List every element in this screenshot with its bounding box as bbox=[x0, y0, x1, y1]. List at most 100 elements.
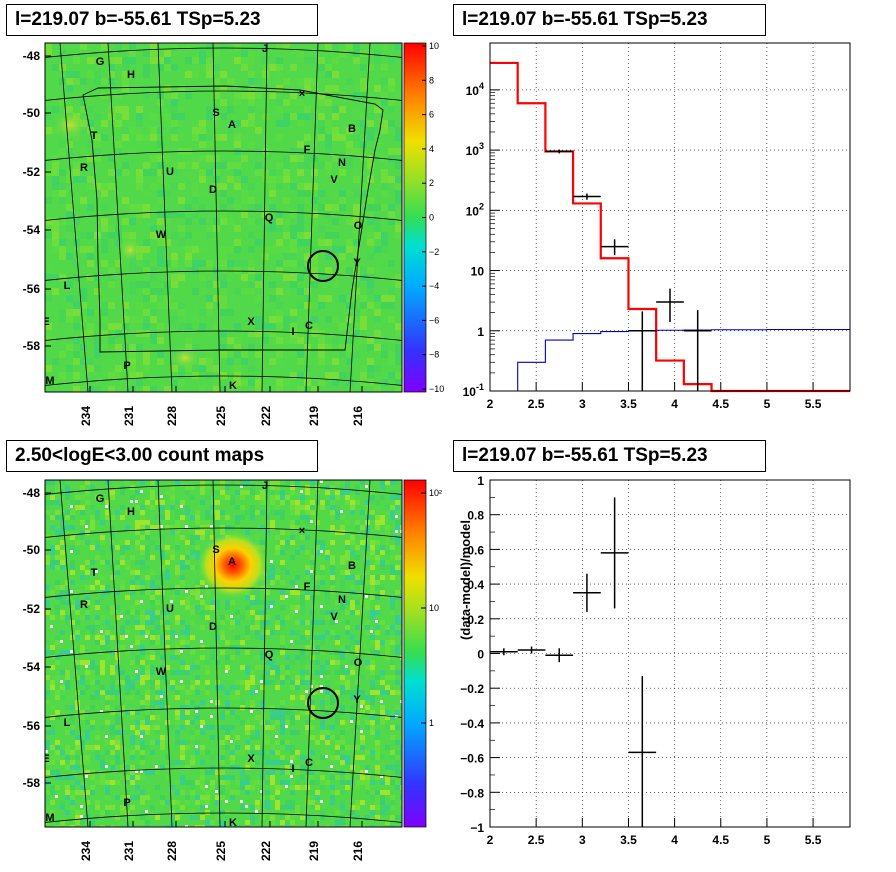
source-label-K: K bbox=[229, 380, 237, 392]
model-source-histogram bbox=[490, 328, 850, 392]
source-label-D: D bbox=[209, 184, 217, 196]
x-tick-label: 222 bbox=[259, 406, 273, 426]
x-tick-label: 222 bbox=[259, 841, 273, 861]
y-tick-label: -56 bbox=[23, 719, 41, 733]
colorbar bbox=[403, 479, 427, 828]
source-label-B: B bbox=[348, 123, 356, 135]
grid-latitude bbox=[45, 812, 402, 823]
grid-longitude bbox=[212, 480, 221, 827]
colorbar-tick-label: 6 bbox=[429, 110, 434, 120]
y-tick-label: -58 bbox=[23, 339, 41, 353]
grid-latitude bbox=[45, 484, 402, 495]
x-tick-label: 4.5 bbox=[712, 833, 729, 847]
grid-latitude bbox=[45, 150, 402, 161]
grid-latitude bbox=[45, 707, 402, 718]
source-label-C: C bbox=[305, 320, 313, 332]
grid-longitude bbox=[261, 480, 268, 827]
y-tick-label: -54 bbox=[23, 223, 41, 237]
y-tick-label: -52 bbox=[23, 602, 41, 616]
data-point bbox=[600, 239, 629, 256]
y-tick-label: 0.4 bbox=[467, 578, 484, 592]
source-label-Y: Y bbox=[353, 257, 361, 269]
source-label-T: T bbox=[91, 130, 98, 142]
colorbar-tick-label: 0 bbox=[429, 213, 434, 223]
source-label-R: R bbox=[80, 162, 88, 174]
grid-latitude bbox=[45, 375, 402, 386]
grid-longitude bbox=[107, 43, 129, 392]
data-point bbox=[656, 288, 684, 322]
warm-patch bbox=[52, 109, 88, 141]
y-tick-label: -52 bbox=[23, 165, 41, 179]
roi-outline bbox=[82, 85, 384, 353]
target-marker-circle bbox=[307, 250, 339, 282]
y-tick-label: 1 bbox=[477, 325, 484, 339]
source-label-U: U bbox=[166, 603, 174, 615]
colorbar-tick-label: 1 bbox=[429, 718, 434, 728]
grid-longitude bbox=[107, 480, 129, 827]
y-tick-label: -56 bbox=[23, 282, 41, 296]
source-label-C: C bbox=[305, 757, 313, 769]
x-tick-label: 5 bbox=[764, 833, 771, 847]
y-tick-label: -48 bbox=[23, 486, 41, 500]
y-tick-label: 0 bbox=[477, 648, 484, 662]
source-label-B: B bbox=[348, 560, 356, 572]
title-residual-ratio: l=219.07 b=-55.61 TSp=5.23 bbox=[453, 440, 766, 472]
x-tick-label: 3.5 bbox=[620, 833, 637, 847]
x-tick-label: 2.5 bbox=[528, 397, 545, 411]
y-tick-label: -58 bbox=[23, 776, 41, 790]
x-tick-label: 228 bbox=[165, 841, 179, 861]
y-axis-label: (data-model)/model bbox=[458, 520, 473, 640]
x-tick-label: 5.5 bbox=[805, 833, 822, 847]
x-tick-label: 228 bbox=[165, 406, 179, 426]
grid-latitude bbox=[45, 647, 402, 658]
grid-longitude bbox=[157, 43, 173, 392]
map-image: × G H J SA B T F N R U V D Q O W Y L X CI E P M K bbox=[45, 480, 402, 827]
source-label-U: U bbox=[166, 166, 174, 178]
source-label-E: E bbox=[42, 316, 49, 328]
data-point bbox=[600, 497, 629, 609]
cross-marker: × bbox=[299, 525, 305, 537]
x-tick-label: 216 bbox=[351, 406, 365, 426]
y-tick-label: −0.8 bbox=[460, 786, 484, 800]
source-label-F: F bbox=[304, 144, 311, 156]
source-label-Q: Q bbox=[265, 212, 274, 224]
colorbar-tick-label: 8 bbox=[429, 75, 434, 85]
y-tick-label: 102 bbox=[466, 201, 484, 218]
x-tick-label: 3 bbox=[579, 397, 586, 411]
grid-longitude bbox=[305, 43, 319, 392]
source-label-N: N bbox=[338, 157, 346, 169]
title-counts-spectrum: l=219.07 b=-55.61 TSp=5.23 bbox=[453, 4, 766, 36]
grid-longitude bbox=[349, 480, 371, 827]
title-residual-map: l=219.07 b=-55.61 TSp=5.23 bbox=[6, 4, 318, 36]
data-point bbox=[573, 193, 601, 200]
source-label-T: T bbox=[91, 567, 98, 579]
source-label-V: V bbox=[330, 611, 338, 623]
colorbar-tick-label: 10 bbox=[429, 603, 439, 613]
colorbar-tick-label: 2 bbox=[429, 178, 434, 188]
source-label-V: V bbox=[330, 174, 338, 186]
x-tick-label: 4 bbox=[671, 833, 678, 847]
y-tick-label: −0.2 bbox=[460, 682, 484, 696]
source-label-N: N bbox=[338, 594, 346, 606]
colorbar-tick-label: −2 bbox=[429, 247, 439, 257]
x-tick-label: 231 bbox=[122, 841, 136, 861]
grid-latitude bbox=[45, 587, 402, 598]
x-tick-label: 225 bbox=[214, 406, 228, 426]
y-tick-label: -50 bbox=[23, 543, 41, 557]
y-tick-label: 10-1 bbox=[463, 382, 484, 399]
colorbar-tick-label: 10² bbox=[429, 488, 442, 498]
model-total-histogram bbox=[490, 61, 850, 393]
source-label-O: O bbox=[354, 657, 363, 669]
x-tick-label: 234 bbox=[79, 841, 93, 861]
source-label-X: X bbox=[247, 316, 255, 328]
x-tick-label: 3.5 bbox=[620, 397, 637, 411]
warm-patch bbox=[118, 238, 142, 262]
x-tick-label: 219 bbox=[307, 841, 321, 861]
colorbar-tick-label: −6 bbox=[429, 315, 439, 325]
y-tick-label: 103 bbox=[466, 141, 484, 158]
residual-map-panel: × G H J SA B T F N R U V D Q O W Y L X CI E P M K -48 -50 -52 -54 -5… bbox=[23, 41, 445, 426]
colorbar-tick-label: 4 bbox=[429, 144, 434, 154]
data-point bbox=[545, 648, 574, 663]
warm-patch bbox=[169, 346, 201, 370]
grid-longitude bbox=[157, 480, 173, 827]
